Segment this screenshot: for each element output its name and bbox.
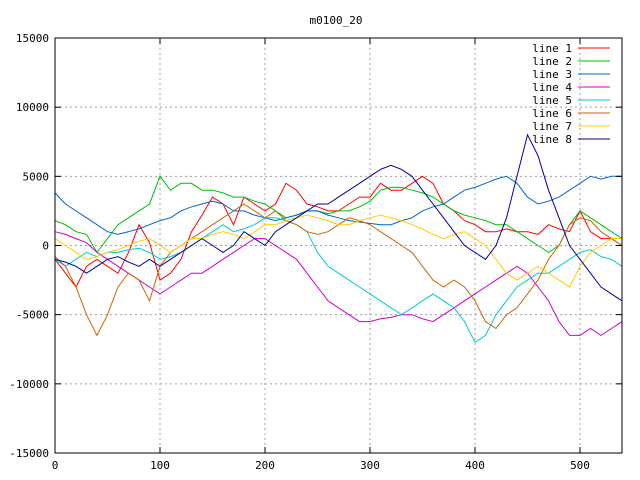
series-line-8 xyxy=(54,133,623,302)
y-tick-label: 10000 xyxy=(16,101,49,114)
legend-label-4: line 4 xyxy=(532,81,572,94)
x-tick-label: 100 xyxy=(150,459,170,472)
legend-label-5: line 5 xyxy=(532,94,572,107)
y-tick-label: -10000 xyxy=(9,378,49,391)
series-line-3 xyxy=(54,175,622,235)
y-tick-label: 0 xyxy=(42,240,49,253)
legend-label-3: line 3 xyxy=(532,68,572,81)
x-tick-label: 200 xyxy=(255,459,275,472)
y-tick-label: 15000 xyxy=(16,32,49,45)
legend-label-7: line 7 xyxy=(532,120,572,133)
series-line-4 xyxy=(54,231,623,336)
legend-label-8: line 8 xyxy=(532,133,572,146)
series-line-2 xyxy=(54,175,623,254)
series-layer xyxy=(54,133,623,344)
axis-ticks: 0 100 200 300 400 500 -15000 -10000 -5000 0 5000 10… xyxy=(9,32,622,472)
x-tick-label: 400 xyxy=(465,459,485,472)
y-tick-label: 5000 xyxy=(23,170,50,183)
x-tick-label: 0 xyxy=(52,459,59,472)
series-line-1 xyxy=(54,175,623,288)
series-line-6 xyxy=(54,203,623,337)
chart-title: m0100_20 xyxy=(310,14,363,27)
y-tick-label: -15000 xyxy=(9,447,49,460)
grid xyxy=(55,38,622,453)
legend-label-6: line 6 xyxy=(532,107,572,120)
x-tick-label: 500 xyxy=(570,459,590,472)
series-line-7 xyxy=(54,214,622,288)
legend-label-2: line 2 xyxy=(532,55,572,68)
legend-label-1: line 1 xyxy=(532,42,572,55)
y-tick-label: -5000 xyxy=(16,309,49,322)
x-tick-label: 300 xyxy=(360,459,380,472)
series-line-5 xyxy=(54,217,623,344)
